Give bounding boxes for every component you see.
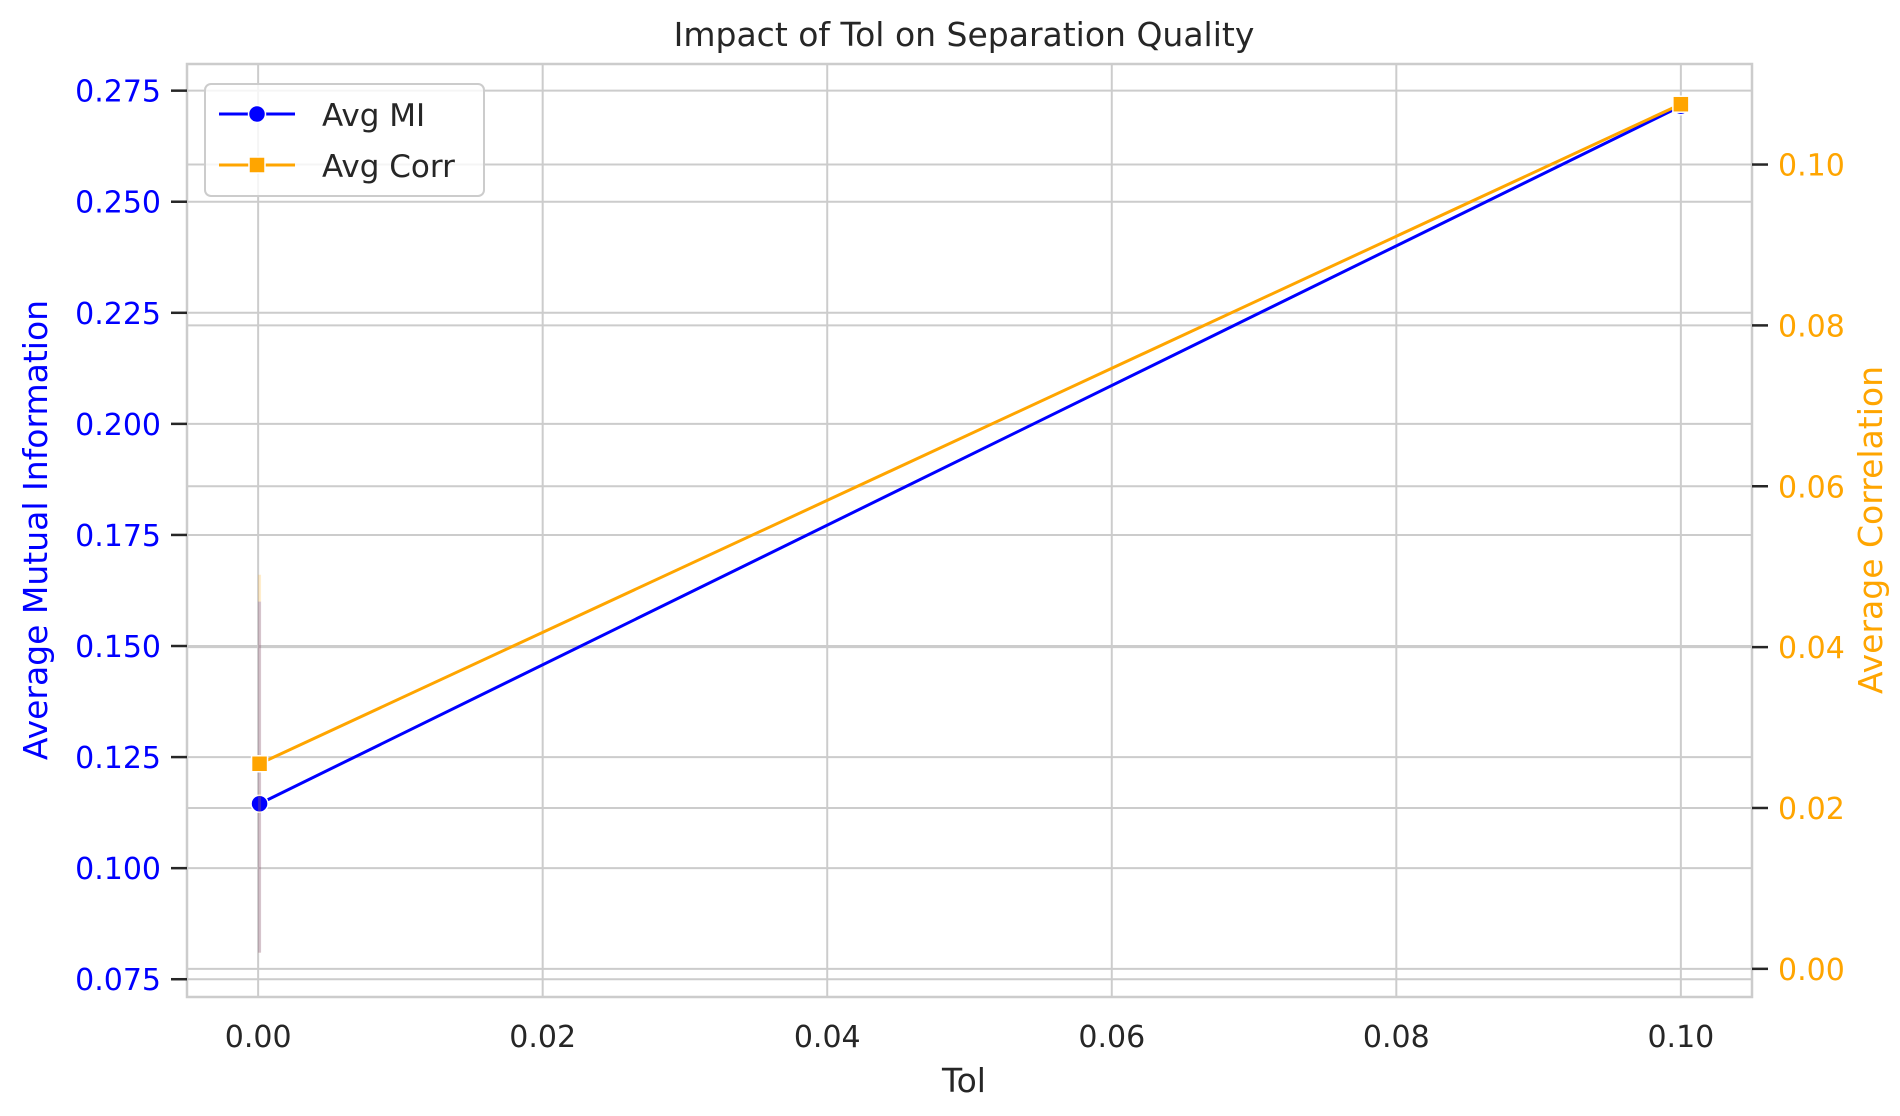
legend-box [204, 83, 485, 197]
series-line-avg-mi [258, 104, 1682, 806]
y-left-tick-label: 0.200 [75, 408, 161, 443]
y-right-tick-label: 0.00 [1778, 953, 1845, 988]
left-axis-label: Average Mutual Information [16, 300, 55, 760]
right-axis-label: Average Correlation [1851, 366, 1890, 694]
left-axis-ticks: 0.075 0.100 0.125 0.150 0.175 0.200 0.225 0.250… [75, 75, 187, 998]
y-left-tick-label: 0.275 [75, 75, 161, 110]
legend-marker-avg-mi [247, 104, 267, 124]
y-left-tick-label: 0.100 [75, 852, 161, 887]
y-right-tick-label: 0.08 [1778, 309, 1845, 344]
y-right-tick-label: 0.04 [1778, 631, 1845, 666]
right-axis-ticks: 0.00 0.02 0.04 0.06 0.08 0.10 [1752, 149, 1845, 988]
series-layer [250, 95, 1691, 953]
left-grid [187, 64, 1752, 997]
plot-frame [185, 62, 1754, 999]
x-tick-label: 0.02 [509, 1020, 576, 1055]
y-left-tick-label: 0.150 [75, 630, 161, 665]
y-right-tick-label: 0.06 [1778, 470, 1845, 505]
y-left-tick-label: 0.250 [75, 186, 161, 221]
x-axis-label: Tol [941, 1061, 986, 1100]
y-left-tick-label: 0.075 [75, 963, 161, 998]
x-tick-label: 0.06 [1078, 1020, 1145, 1055]
y-right-tick-label: 0.02 [1778, 792, 1845, 827]
x-tick-label: 0.04 [794, 1020, 861, 1055]
y-left-tick-label: 0.125 [75, 741, 161, 776]
x-tick-label: 0.08 [1363, 1020, 1430, 1055]
data-point-avg-corr [1672, 95, 1690, 113]
legend-label-avg-corr: Avg Corr [322, 149, 455, 185]
series-line-avg-corr [258, 102, 1682, 766]
data-point-avg-corr [250, 755, 269, 773]
data-point-avg-mi [250, 794, 269, 813]
legend-label-avg-mi: Avg MI [322, 98, 425, 134]
x-tick-label: 0.10 [1647, 1020, 1714, 1055]
y-right-tick-label: 0.10 [1778, 149, 1845, 184]
legend: Avg MI Avg Corr [204, 83, 485, 197]
chart-title: Impact of Tol on Separation Quality [674, 15, 1255, 54]
x-tick-label: 0.00 [225, 1020, 292, 1055]
legend-marker-avg-corr [248, 156, 266, 174]
y-left-tick-label: 0.225 [75, 297, 161, 332]
y-left-tick-label: 0.175 [75, 519, 161, 554]
x-axis-ticks: 0.00 0.02 0.04 0.06 0.08 0.10 [225, 1020, 1715, 1055]
